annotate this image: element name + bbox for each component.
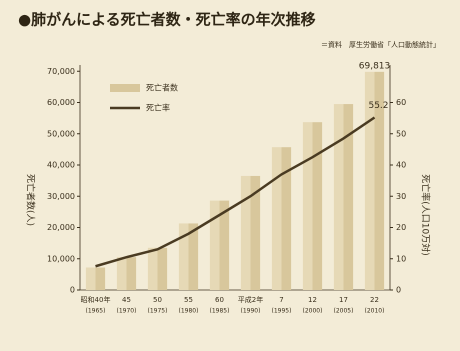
y-tick-label: 40,000	[47, 161, 75, 170]
bar-part	[219, 200, 230, 290]
bar-part	[95, 267, 106, 290]
bar-part	[147, 247, 158, 290]
x-tick-label: 45	[122, 296, 131, 304]
x-tick-label-year: (1970)	[117, 308, 137, 315]
line	[95, 116, 376, 268]
y2-tick-label: 50	[396, 129, 406, 138]
y-tick-label: 0	[70, 286, 75, 295]
bar-part	[126, 257, 137, 290]
bar-part	[240, 175, 251, 290]
bar	[364, 71, 385, 290]
y2-tick-label: 30	[396, 192, 406, 201]
y2-axis-label: 死亡率(人口10万対)	[420, 174, 432, 255]
x-tick-label-year: (1975)	[148, 308, 168, 315]
value-label: 55.2	[368, 101, 388, 111]
value-label: 69,813	[359, 61, 391, 71]
bar-part	[281, 147, 292, 290]
x-tick-label: 12	[308, 296, 317, 304]
bar-part	[333, 104, 344, 290]
x-tick-label-year: (2005)	[334, 308, 354, 315]
x-tick-label-year: (1995)	[272, 308, 292, 315]
x-tick-label: 22	[370, 296, 379, 304]
y-tick-label: 50,000	[47, 129, 75, 138]
y2-tick-label: 60	[396, 98, 406, 107]
bar-part	[116, 257, 127, 290]
x-tick-label: 17	[339, 296, 348, 304]
y2-tick-label: 10	[396, 254, 406, 263]
y2-tick-label: 0	[396, 286, 401, 295]
y-tick-label: 20,000	[47, 223, 75, 232]
legend-swatch	[110, 84, 140, 92]
y2-tick-label: 40	[396, 161, 406, 170]
x-tick-label-year: (1980)	[179, 308, 199, 315]
bar-part	[85, 267, 96, 290]
bar-part	[364, 71, 375, 290]
bar	[85, 267, 106, 290]
x-tick-label: 平成2年	[238, 295, 263, 304]
x-tick-label: 50	[153, 296, 162, 304]
chart-title: ●肺がんによる死亡者数・死亡率の年次推移	[18, 11, 316, 29]
y2-tick-label: 20	[396, 223, 406, 232]
bar	[240, 175, 261, 290]
bar	[302, 122, 323, 290]
bar	[178, 223, 199, 290]
y-tick-label: 30,000	[47, 192, 75, 201]
chart-subtitle: ＝資料 厚生労働省「人口動態統計」	[321, 40, 440, 49]
bar-part	[312, 122, 323, 290]
bar-part	[157, 247, 168, 290]
y-tick-label: 60,000	[47, 98, 75, 107]
bar	[209, 200, 230, 290]
y-tick-label: 10,000	[47, 254, 75, 263]
x-tick-label: 昭和40年	[81, 295, 111, 304]
bar	[333, 104, 354, 290]
x-tick-label: 60	[215, 296, 224, 304]
y-axis-label: 死亡者数(人)	[25, 174, 37, 226]
x-tick-label-year: (1990)	[241, 308, 261, 315]
legend-label: 死亡率	[146, 103, 170, 113]
bar	[116, 257, 137, 290]
bar	[271, 147, 292, 290]
bar-part	[271, 147, 282, 290]
bar-part	[178, 223, 189, 290]
x-tick-label: 55	[184, 296, 193, 304]
legend-label: 死亡者数	[146, 83, 178, 93]
bar-part	[302, 122, 313, 290]
bar-part	[250, 175, 261, 290]
x-tick-label-year: (2010)	[365, 308, 385, 315]
bar-part	[343, 104, 354, 290]
bar	[147, 247, 168, 290]
x-tick-label-year: (1965)	[86, 308, 106, 315]
x-tick-label: 7	[279, 296, 283, 304]
x-tick-label-year: (1985)	[210, 308, 230, 315]
bar-part	[374, 71, 385, 290]
x-tick-label-year: (2000)	[303, 308, 323, 315]
y-tick-label: 70,000	[47, 67, 75, 76]
bar-part	[209, 200, 220, 290]
bar-part	[188, 223, 199, 290]
